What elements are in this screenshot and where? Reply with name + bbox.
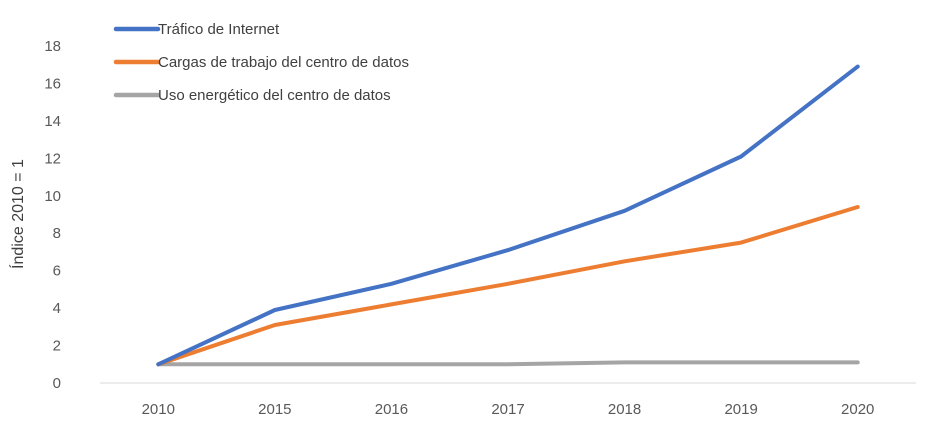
y-axis-title: Índice 2010 = 1	[8, 159, 27, 269]
y-tick-label: 6	[53, 263, 61, 280]
x-tick-label: 2020	[841, 401, 874, 418]
x-tick-label: 2019	[724, 401, 757, 418]
y-tick-label: 14	[44, 113, 61, 130]
legend-label: Tráfico de Internet	[158, 21, 280, 38]
y-tick-label: 0	[53, 375, 61, 392]
x-tick-label: 2016	[375, 401, 408, 418]
x-tick-label: 2010	[142, 401, 175, 418]
legend: Tráfico de Internet Cargas de trabajo del…	[113, 21, 409, 104]
series-line-cargas-de-trabajo-del-centro-de-datos	[156, 205, 860, 367]
x-tick-label: 2018	[608, 401, 641, 418]
x-tick-label: 2015	[258, 401, 291, 418]
x-axis-ticks: 2010 2015 2016 2017 2018 2019 2020	[142, 401, 875, 418]
series-lines	[156, 64, 860, 367]
y-tick-label: 2	[53, 338, 61, 355]
y-tick-label: 8	[53, 225, 61, 242]
series-line-uso-energetico-del-centro-de-datos	[156, 360, 860, 367]
y-tick-label: 10	[44, 188, 61, 205]
series-line-trafico-de-internet	[156, 64, 860, 367]
legend-label: Cargas de trabajo del centro de datos	[158, 54, 409, 71]
y-axis-ticks: 0 2 4 6 8 10 12 14 16 18	[44, 38, 61, 392]
y-tick-label: 4	[53, 300, 61, 317]
y-tick-label: 18	[44, 38, 61, 55]
y-tick-label: 12	[44, 150, 61, 167]
x-tick-label: 2017	[491, 401, 524, 418]
y-tick-label: 16	[44, 75, 61, 92]
legend-label: Uso energético del centro de datos	[158, 87, 391, 104]
